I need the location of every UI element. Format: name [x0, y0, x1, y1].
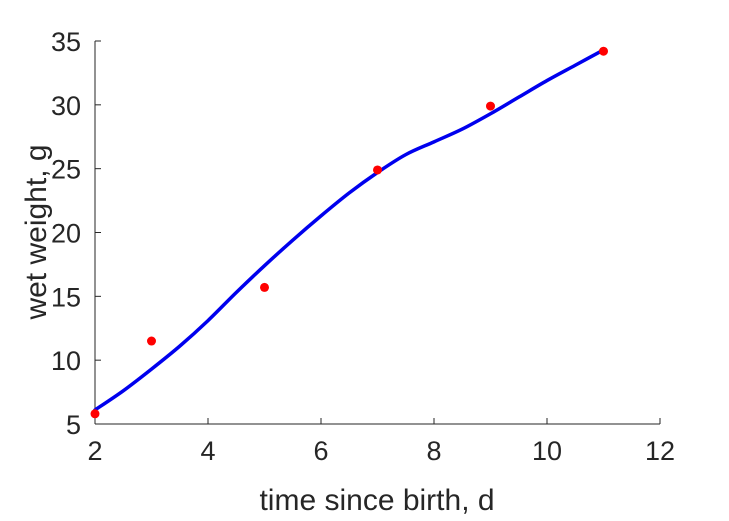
- fit-curve: [93, 48, 606, 412]
- x-tick-label: 4: [200, 436, 215, 466]
- x-tick-label: 2: [87, 436, 102, 466]
- x-axis-label: time since birth, d: [259, 484, 494, 517]
- y-tick-label: 20: [51, 219, 81, 249]
- data-point: [147, 336, 156, 346]
- data-point: [599, 46, 608, 56]
- data-point: [373, 165, 382, 175]
- x-tick-label: 10: [532, 436, 562, 466]
- ticks: 2 4 6 8 10 12 5 10 15 20 25 30 35: [51, 27, 675, 466]
- x-tick-label: 12: [645, 436, 675, 466]
- data-point: [90, 409, 100, 419]
- y-tick-label: 35: [51, 27, 81, 57]
- data-point: [486, 101, 495, 111]
- y-tick-label: 30: [51, 91, 81, 121]
- data-points-layer: [90, 46, 608, 419]
- x-tick-label: 8: [426, 436, 441, 466]
- data-point: [260, 282, 269, 292]
- y-tick-label: 25: [51, 155, 81, 185]
- y-axis-label: wet weight, g: [20, 144, 53, 320]
- y-tick-label: 15: [51, 282, 81, 312]
- axes: [94, 41, 660, 425]
- fit-curve-layer: [93, 48, 606, 412]
- y-tick-label: 5: [66, 410, 81, 440]
- y-tick-label: 10: [51, 346, 81, 376]
- x-tick-label: 6: [313, 436, 328, 466]
